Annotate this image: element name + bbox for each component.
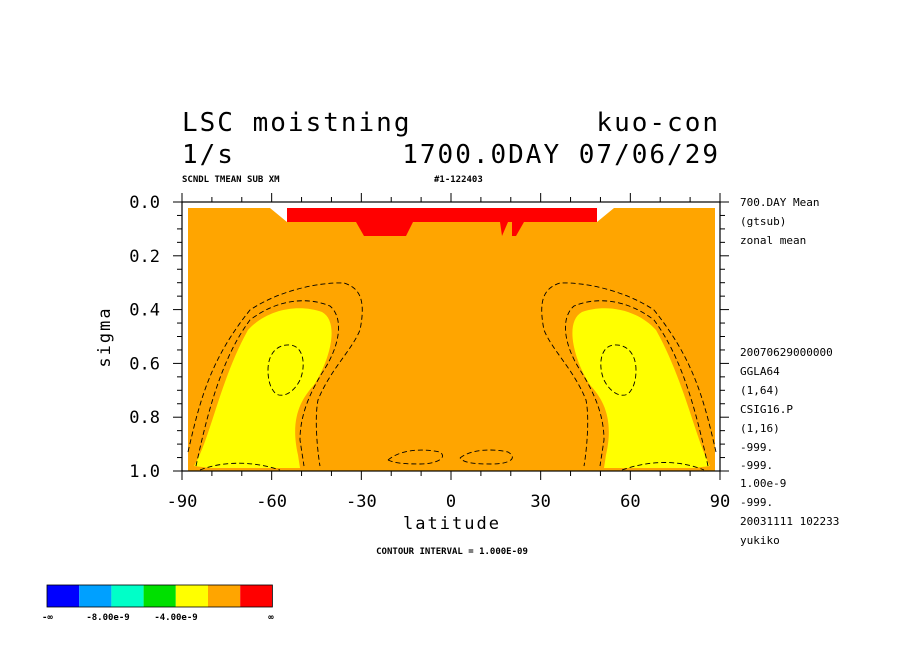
- colorbar-swatch: [111, 585, 144, 607]
- time-label: 1700.0DAY 07/06/29: [402, 140, 720, 170]
- contour-sh-outer: [187, 282, 363, 467]
- note-line: -999.: [740, 496, 773, 509]
- contour-nh-bottom: [621, 462, 705, 471]
- contour-eq-right: [459, 449, 513, 465]
- contour-fill-sh-lobe: [194, 308, 332, 468]
- colorbar-swatch: [47, 585, 80, 607]
- x-axis-label: latitude: [403, 514, 501, 534]
- run-id: #1-122403: [434, 175, 483, 185]
- note-line: CSIG16.P: [740, 403, 793, 416]
- y-tick-label: 0.6: [129, 354, 160, 374]
- colorbar-label: -4.00e-9: [154, 613, 197, 623]
- colorbar-swatch: [143, 585, 176, 607]
- contour-sh-mid: [195, 300, 339, 467]
- note-line: 20031111 102233: [740, 515, 839, 528]
- note-line: -999.: [740, 459, 773, 472]
- band-notch-left: [270, 208, 287, 222]
- contour-nh-mid: [565, 300, 709, 467]
- colorbar-label: -∞: [42, 613, 53, 623]
- note-line: (1,64): [740, 384, 780, 397]
- y-tick-label: 0.4: [129, 301, 160, 321]
- contour-fill-nh-lobe: [572, 308, 710, 468]
- colorbar-swatch: [79, 585, 112, 607]
- x-tick-label: -60: [256, 492, 287, 512]
- contour-sh-inner: [267, 344, 304, 396]
- colorbar: [46, 584, 273, 608]
- plot-area: [181, 201, 721, 472]
- contour-interval-label: CONTOUR INTERVAL = 1.000E-09: [376, 547, 528, 557]
- contour-nh-inner: [600, 344, 637, 396]
- colorbar-frame: [46, 584, 273, 608]
- y-tick-label: 0.2: [129, 247, 160, 267]
- colorbar-swatch: [240, 585, 273, 607]
- right-notes-top: 700.DAY Mean (gtsub) zonal mean: [740, 196, 819, 247]
- run-label: SCNDL TMEAN SUB XM: [182, 175, 280, 185]
- x-tick-label: 90: [710, 492, 730, 512]
- y-axis-label: sigma: [95, 306, 115, 367]
- note-line: GGLA64: [740, 365, 780, 378]
- contour-lines: [187, 282, 717, 471]
- note-line: (gtsub): [740, 215, 786, 228]
- chart-title: LSC moistning: [182, 108, 412, 138]
- right-notes-bottom: 20070629000000 GGLA64 (1,64) CSIG16.P (1…: [740, 346, 839, 547]
- x-tick-label: -30: [346, 492, 377, 512]
- y-tick-label: 0.8: [129, 408, 160, 428]
- units-label: 1/s: [182, 140, 235, 170]
- x-tick-label: 30: [530, 492, 550, 512]
- contour-nh-outer: [541, 282, 717, 467]
- note-line: 700.DAY Mean: [740, 196, 819, 209]
- colorbar-swatch: [208, 585, 241, 607]
- note-line: (1,16): [740, 422, 780, 435]
- x-tick-label: -90: [167, 492, 198, 512]
- band-notch-right: [597, 208, 614, 222]
- x-tick-label: 60: [620, 492, 640, 512]
- contour-fill-negative-band: [287, 208, 597, 236]
- note-line: zonal mean: [740, 234, 806, 247]
- colorbar-swatch: [175, 585, 208, 607]
- note-line: 1.00e-9: [740, 477, 786, 490]
- note-line: 20070629000000: [740, 346, 833, 359]
- colorbar-label: -8.00e-9: [86, 613, 129, 623]
- contour-eq-left: [387, 449, 443, 465]
- colorbar-label: ∞: [268, 613, 274, 623]
- contour-sh-bottom: [199, 462, 281, 471]
- y-axis: 0.0 0.2 0.4 0.6 0.8 1.0: [129, 193, 729, 482]
- y-tick-label: 1.0: [129, 462, 160, 482]
- x-tick-label: 0: [446, 492, 456, 512]
- note-line: yukiko: [740, 534, 780, 547]
- y-tick-label: 0.0: [129, 193, 160, 213]
- x-axis: -90 -60 -30 0 30 60 90: [167, 193, 730, 512]
- note-line: -999.: [740, 441, 773, 454]
- chart-title-right: kuo-con: [596, 108, 720, 138]
